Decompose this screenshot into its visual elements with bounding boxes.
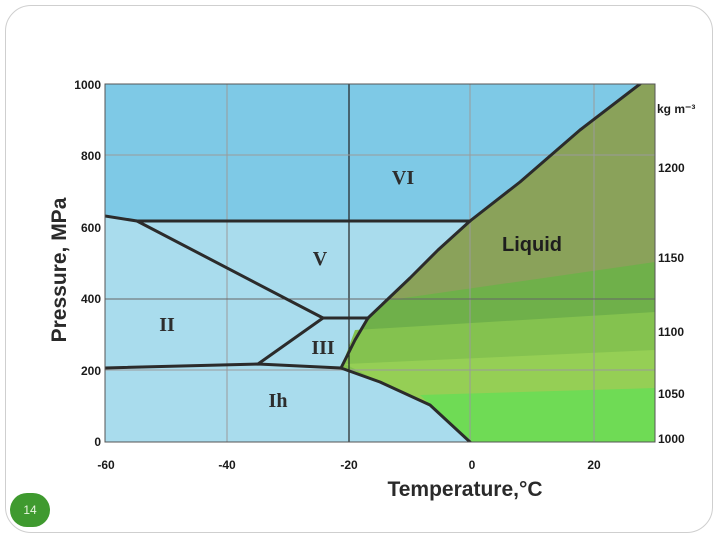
plot-area xyxy=(105,84,655,442)
y-tick-label: 0 xyxy=(94,435,101,449)
phase-label-ii: II xyxy=(159,314,175,336)
y-tick-label: 400 xyxy=(81,292,101,306)
boundary-v-liquid xyxy=(366,219,472,320)
density-tick-label: 1050 xyxy=(658,387,685,401)
y-tick-label: 200 xyxy=(81,364,101,378)
boundary-vi-liquid xyxy=(468,84,642,223)
density-tick-label: 1000 xyxy=(658,432,685,446)
x-tick-label: -60 xyxy=(97,458,115,472)
density-axis: kg m⁻³ 1200 1150 1100 1050 1000 xyxy=(657,102,695,446)
x-axis-title: Temperature,°C xyxy=(387,478,542,501)
boundary-ii-iii xyxy=(256,316,325,366)
phase-labels: VI V II III Ih Liquid xyxy=(159,167,562,412)
y-axis-ticks: 0 200 400 600 800 1000 xyxy=(74,78,101,449)
y-axis-title: Pressure, MPa xyxy=(48,197,71,342)
liquid-density-band-4 xyxy=(420,388,655,442)
boundary-v-vi xyxy=(105,214,472,223)
x-tick-label: 20 xyxy=(587,458,601,472)
phase-label-iii: III xyxy=(311,337,335,359)
ice-lower-fill xyxy=(105,216,470,442)
plot-border xyxy=(104,83,656,443)
page-number-badge: 14 xyxy=(10,493,50,527)
y-tick-label: 1000 xyxy=(74,78,101,92)
phase-label-liquid: Liquid xyxy=(502,234,562,256)
y-tick-label: 600 xyxy=(81,221,101,235)
grid-lines xyxy=(105,84,655,442)
phase-label-v: V xyxy=(313,248,328,270)
density-unit-label: kg m⁻³ xyxy=(657,102,695,116)
density-tick-label: 1200 xyxy=(658,161,685,175)
x-tick-label: -40 xyxy=(218,458,236,472)
x-axis-ticks: -60 -40 -20 0 20 xyxy=(97,458,601,472)
phase-label-ih: Ih xyxy=(269,390,288,412)
boundary-ii-v xyxy=(135,219,325,320)
density-tick-label: 1150 xyxy=(658,251,684,265)
y-tick-label: 800 xyxy=(81,149,101,163)
x-tick-label: -20 xyxy=(340,458,358,472)
x-tick-label: 0 xyxy=(469,458,476,472)
density-tick-label: 1100 xyxy=(658,325,684,339)
phase-boundaries xyxy=(105,84,642,442)
boundary-iii-liquid xyxy=(339,316,370,370)
phase-label-vi: VI xyxy=(392,167,414,189)
boundary-ih-liquid xyxy=(339,366,472,442)
